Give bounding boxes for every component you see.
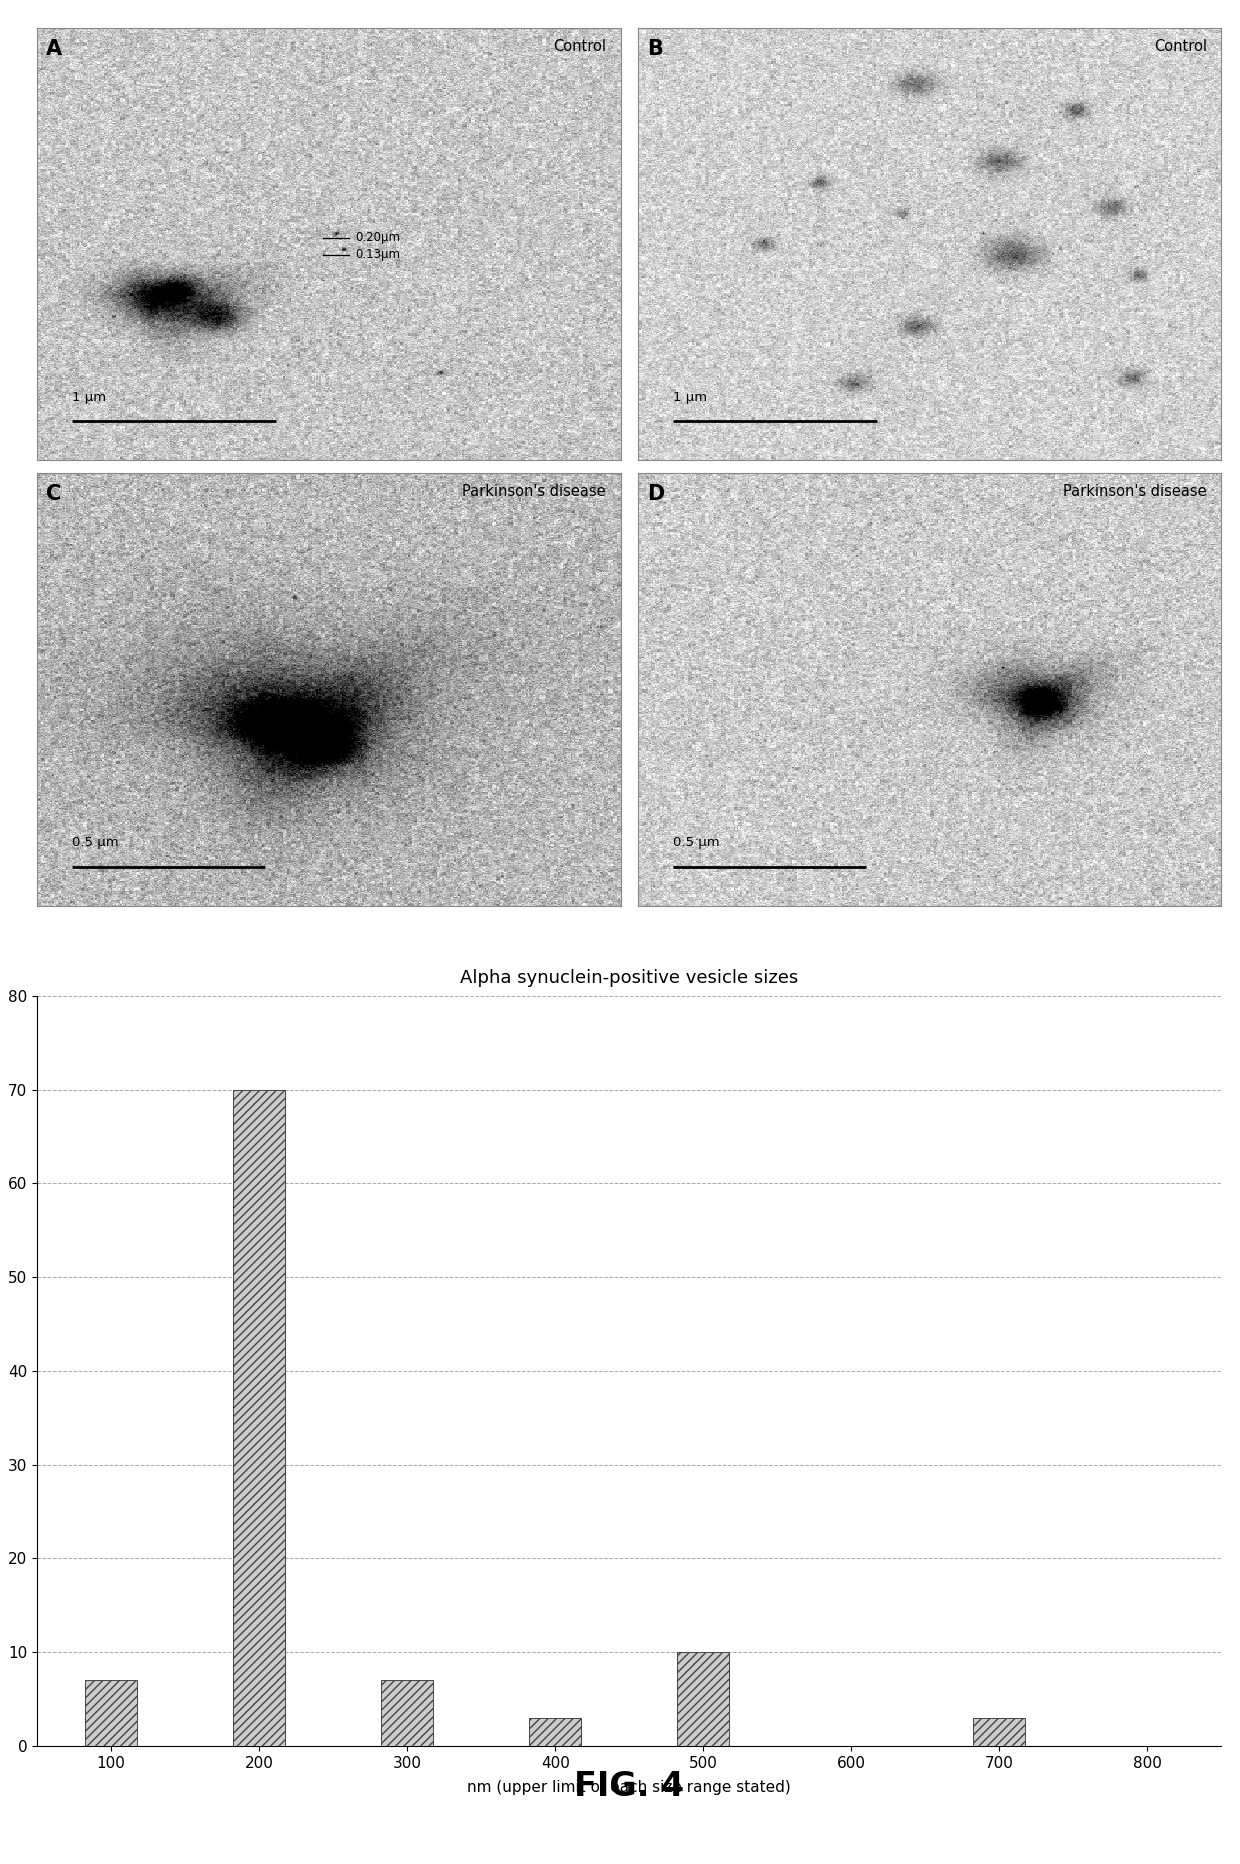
Text: FIG. 4: FIG. 4 [574,1771,684,1802]
Text: Parkinson's disease: Parkinson's disease [463,485,606,500]
Text: 1 μm: 1 μm [72,391,107,404]
Text: B: B [647,39,662,60]
Text: 0.5 μm: 0.5 μm [72,837,119,850]
Text: Control: Control [1153,39,1207,54]
Bar [86,1679,138,1747]
Text: Control: Control [553,39,606,54]
Text: Parkinson's disease: Parkinson's disease [1063,485,1207,500]
Text: 0.5 μm: 0.5 μm [673,837,719,850]
Text: C: C [46,485,61,503]
X-axis label: nm (upper limit of each size range stated): nm (upper limit of each size range state… [467,1780,791,1795]
Text: 0.20μm: 0.20μm [355,231,401,244]
Text: A: A [46,39,62,60]
Text: 0.13μm: 0.13μm [355,248,401,261]
Text: 1 μm: 1 μm [673,391,707,404]
Bar [233,1090,285,1747]
Bar [529,1719,582,1747]
Text: D: D [647,485,665,503]
Title: Alpha synuclein-positive vesicle sizes: Alpha synuclein-positive vesicle sizes [460,969,799,988]
Bar [677,1652,729,1747]
Bar [382,1679,433,1747]
Bar [973,1719,1025,1747]
